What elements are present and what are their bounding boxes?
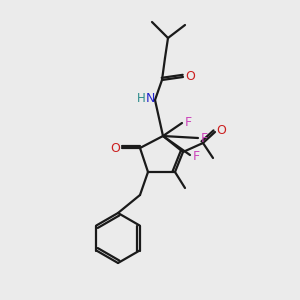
Text: F: F: [184, 116, 192, 128]
Text: O: O: [185, 70, 195, 83]
Text: N: N: [145, 92, 155, 106]
Text: H: H: [136, 92, 146, 106]
Text: O: O: [110, 142, 120, 154]
Text: F: F: [200, 131, 208, 145]
Text: F: F: [192, 149, 200, 163]
Text: O: O: [216, 124, 226, 137]
